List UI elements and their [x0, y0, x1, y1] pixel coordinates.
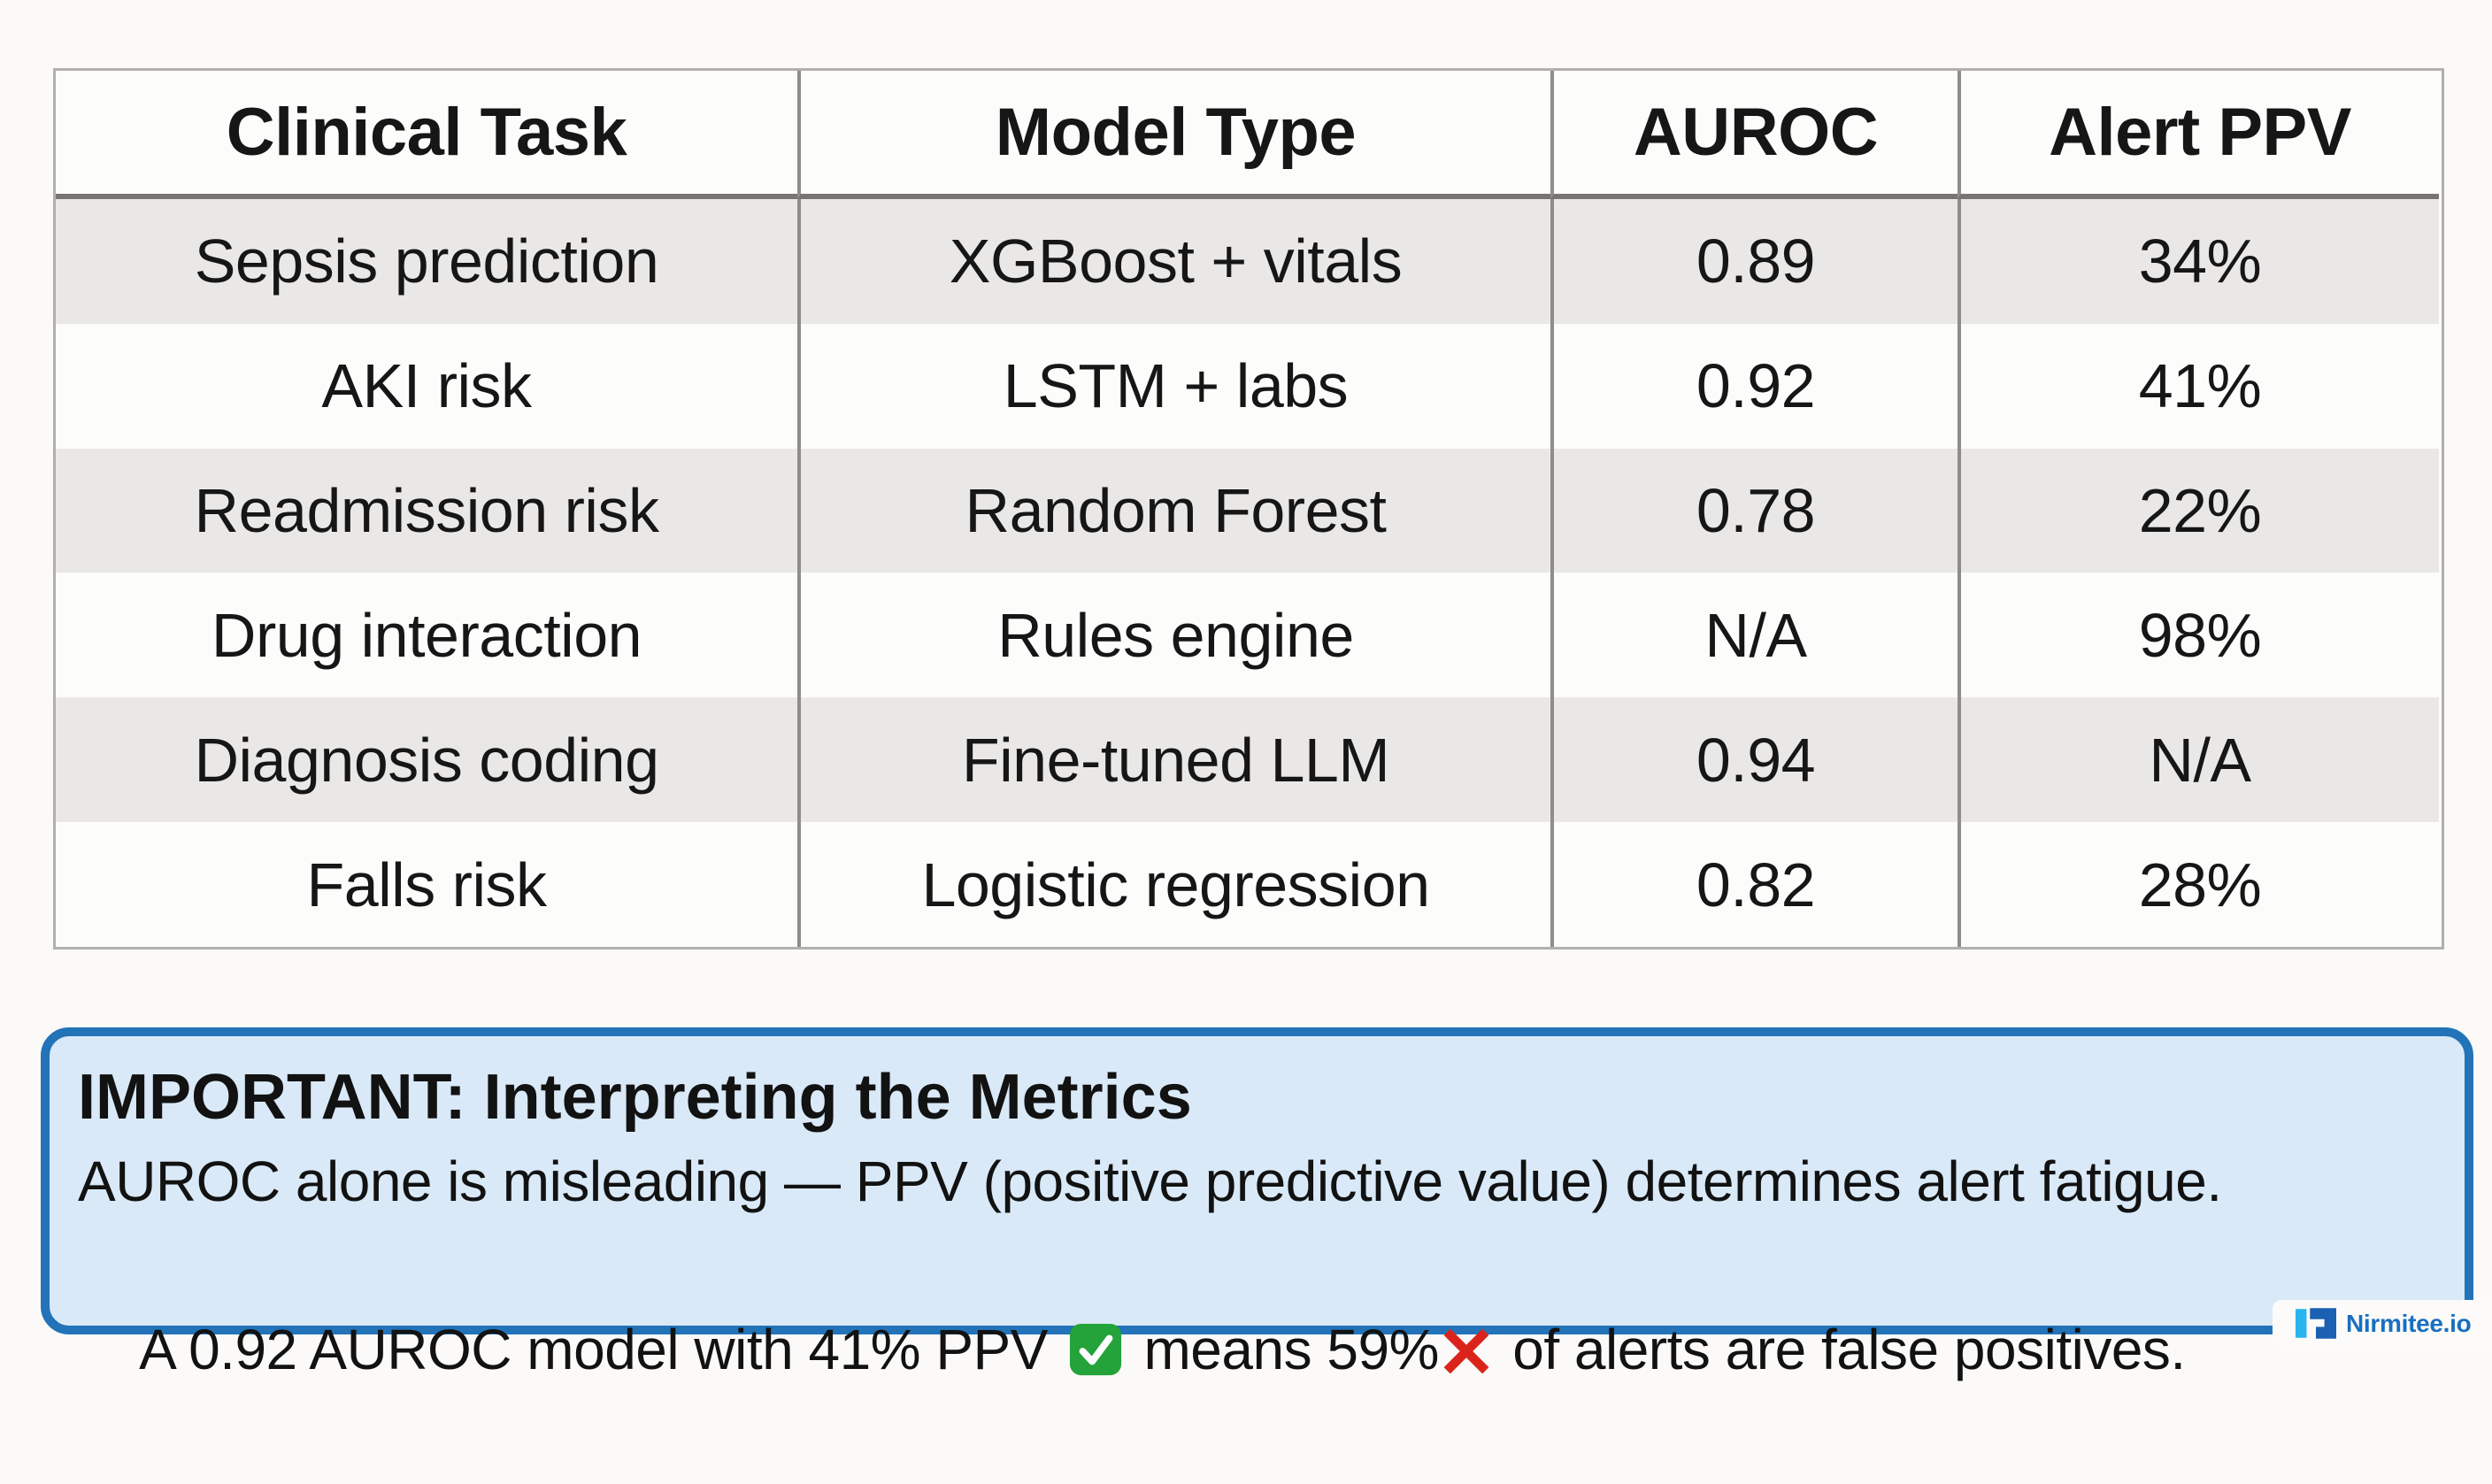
- callout-body-line: A 0.92 AUROC model with 41% PPV means 59…: [78, 1224, 2442, 1484]
- table-cell: Logistic regression: [797, 822, 1550, 947]
- header-cell: Clinical Task: [56, 71, 797, 199]
- callout-line3-text: of alerts are false positives.: [1496, 1318, 2186, 1381]
- check-mark-button-icon: [1068, 1316, 1123, 1400]
- header-cell: AUROC: [1550, 71, 1957, 199]
- table-cell: 0.92: [1550, 323, 1957, 449]
- clinical-ai-metrics-table: Clinical Task Model Type AUROC Alert PPV Sep…: [53, 68, 2444, 950]
- table-cell: 0.82: [1550, 822, 1957, 947]
- callout-heading: IMPORTANT: Interpreting the Metrics: [78, 1062, 1192, 1133]
- header-cell: Model Type: [797, 71, 1550, 199]
- metrics-interpretation-callout: IMPORTANT: Interpreting the Metrics AURO…: [41, 1027, 2473, 1381]
- table-cell: 98%: [1957, 573, 2439, 698]
- cross-mark-icon: [1441, 1316, 1492, 1400]
- table-cell: AKI risk: [56, 323, 797, 449]
- table-cell: XGBoost + vitals: [797, 199, 1550, 324]
- table-cell: 0.89: [1550, 199, 1957, 324]
- callout-line3-text: A 0.92 AUROC model with 41% PPV: [139, 1318, 1064, 1381]
- table-cell: Diagnosis coding: [56, 697, 797, 823]
- table-cell: Fine-tuned LLM: [797, 697, 1550, 823]
- callout-line3-text: means 59%: [1128, 1318, 1439, 1381]
- table-cell: LSTM + labs: [797, 323, 1550, 449]
- table-cell: 34%: [1957, 199, 2439, 324]
- nirmitee-logo-icon: [2296, 1308, 2336, 1339]
- table-cell: Falls risk: [56, 822, 797, 947]
- table-cell: Rules engine: [797, 573, 1550, 698]
- table-cell: Drug interaction: [56, 573, 797, 698]
- table-cell: N/A: [1550, 573, 1957, 698]
- brand-badge: Nirmitee.io: [2273, 1300, 2492, 1347]
- table-cell: Readmission risk: [56, 448, 797, 573]
- brand-logo-text: Nirmitee.io: [2346, 1309, 2472, 1337]
- table-cell: 0.94: [1550, 697, 1957, 823]
- header-cell: Alert PPV: [1957, 71, 2439, 199]
- table-cell: 0.78: [1550, 448, 1957, 573]
- table-cell: 28%: [1957, 822, 2439, 947]
- table-cell: Random Forest: [797, 448, 1550, 573]
- table-cell: Sepsis prediction: [56, 199, 797, 324]
- table-cell: 41%: [1957, 323, 2439, 449]
- table-cell: 22%: [1957, 448, 2439, 573]
- table-cell: N/A: [1957, 697, 2439, 823]
- callout-body-line: AUROC alone is misleading — PPV (positiv…: [78, 1150, 2222, 1213]
